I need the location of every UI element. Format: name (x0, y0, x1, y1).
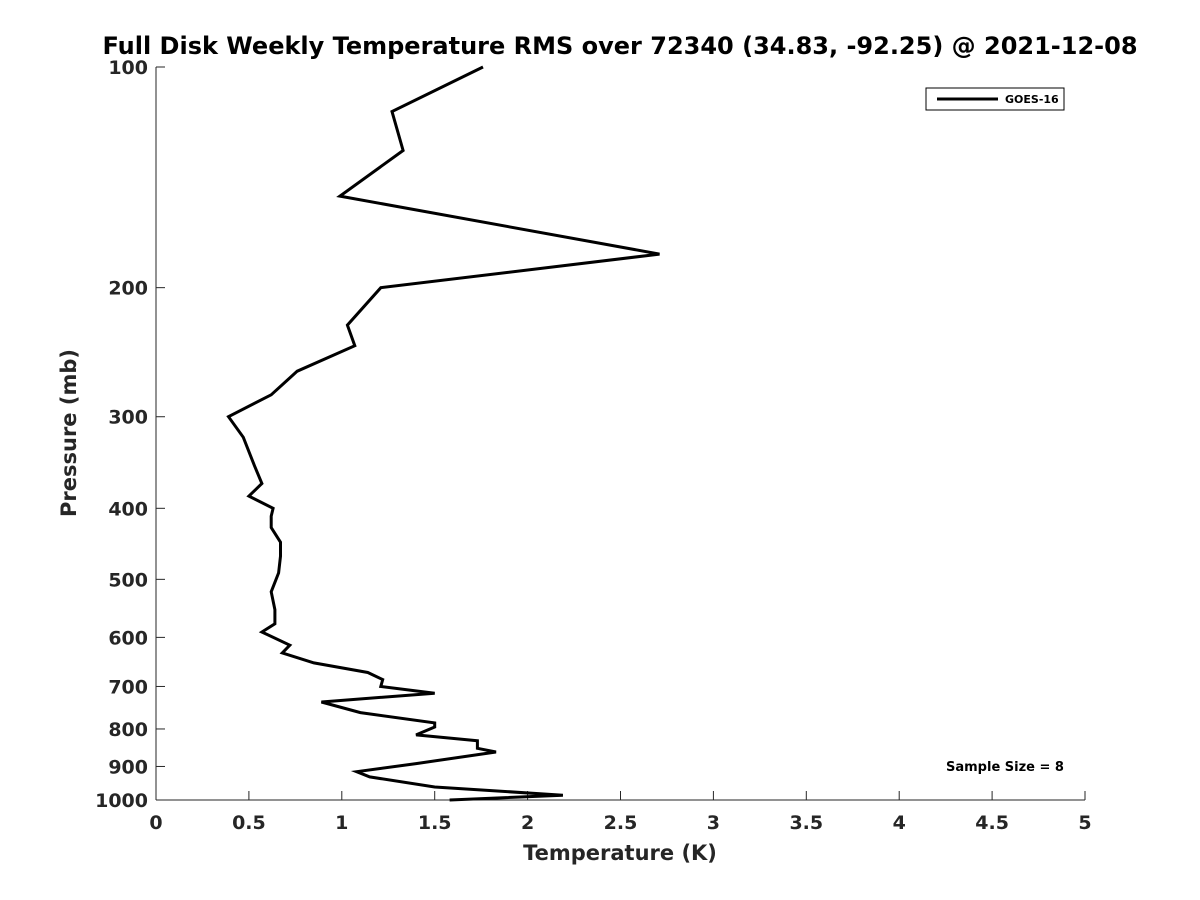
y-tick-label: 400 (108, 498, 148, 520)
y-tick-label: 100 (108, 57, 148, 79)
x-tick-label: 4 (893, 812, 906, 834)
x-tick-label: 3.5 (789, 812, 823, 834)
x-tick-label: 4.5 (975, 812, 1009, 834)
legend: GOES-16 (925, 87, 1065, 111)
y-tick-label: 1000 (95, 790, 148, 812)
x-tick-label: 3 (707, 812, 720, 834)
y-tick-label: 500 (108, 569, 148, 591)
x-tick-label: 1.5 (418, 812, 452, 834)
sample-size-annotation: Sample Size = 8 (946, 760, 1064, 775)
plot-background (156, 67, 1085, 800)
x-tick-label: 0.5 (232, 812, 266, 834)
series-lines (226, 65, 660, 802)
y-tick-label: 600 (108, 627, 148, 649)
x-axis-ticks: 0 0.5 1 1.5 2 2.5 3 3.5 4 4.5 5 (149, 791, 1092, 834)
legend-series-label: GOES-16 (1005, 93, 1059, 106)
x-tick-label: 1 (335, 812, 348, 834)
y-tick-label: 900 (108, 756, 148, 778)
y-tick-label: 700 (108, 676, 148, 698)
y-tick-label: 300 (108, 407, 148, 429)
series-line-goes-16 (226, 65, 660, 802)
x-axis-label: Temperature (K) (523, 841, 717, 865)
y-axis-label: Pressure (mb) (57, 349, 81, 517)
x-tick-label: 2.5 (604, 812, 638, 834)
y-axis-ticks: 100 200 300 400 500 600 700 800 900 1000 (95, 57, 165, 812)
x-tick-label: 5 (1078, 812, 1091, 834)
y-tick-label: 800 (108, 719, 148, 741)
x-tick-label: 0 (149, 812, 162, 834)
chart-title: Full Disk Weekly Temperature RMS over 72… (102, 32, 1137, 60)
x-tick-label: 2 (521, 812, 534, 834)
y-tick-label: 200 (108, 278, 148, 300)
